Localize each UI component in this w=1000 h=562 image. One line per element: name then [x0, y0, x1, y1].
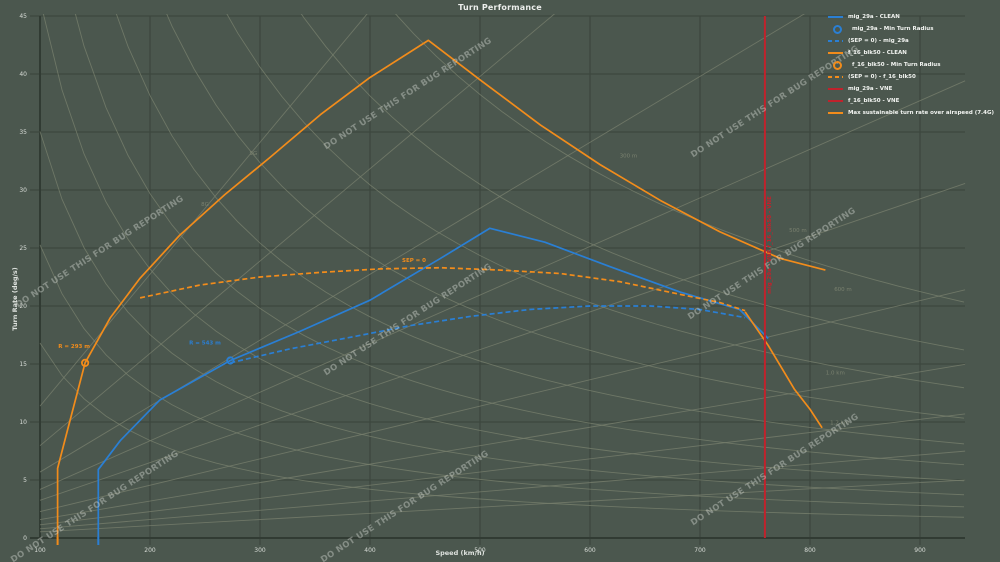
- iso-g-curve: [39, 342, 965, 518]
- x-axis-label: Speed (km/h): [435, 549, 485, 557]
- iso-radius-line: [39, 479, 966, 533]
- vne-label: mig_29a - VNE f_16_blk50 - VNE: [767, 196, 773, 294]
- x-tick-label: 300: [254, 547, 266, 554]
- legend-line-marker: [827, 16, 843, 18]
- x-tick-label: 700: [694, 547, 706, 554]
- legend-item-label: f_16_blk50 - Min Turn Radius: [851, 62, 941, 68]
- legend-item: f_16_blk50 - Min Turn Radius: [828, 60, 941, 70]
- series-solid-orange: [744, 311, 823, 429]
- iso-radius-line: [39, 80, 966, 490]
- x-tick-label: 600: [584, 547, 596, 554]
- iso-g-curve: [42, 14, 965, 482]
- legend-item: f_16_blk50 - CLEAN: [827, 49, 907, 57]
- legend-item-label: mig_29a - Min Turn Radius: [851, 26, 934, 32]
- series-solid-orange: [56, 39, 826, 538]
- legend-item-label: (SEP = 0) - f_16_blk50: [847, 74, 916, 80]
- series-dashed-orange: [139, 266, 746, 312]
- iso-g-curve: [39, 244, 965, 508]
- legend-item-label: Max sustainable turn rate over airspeed …: [847, 110, 994, 116]
- legend-item-label: f_16_blk50 - CLEAN: [847, 50, 907, 56]
- iso-radius-line: [39, 183, 966, 501]
- iso-radius-line: [39, 14, 556, 447]
- iso-g-curve: [300, 14, 965, 351]
- iso-g-curve: [226, 14, 965, 389]
- legend-item: mig_29a - Min Turn Radius: [828, 24, 934, 34]
- iso-radius-line: [39, 363, 966, 520]
- legend-line-marker: [827, 112, 843, 114]
- x-tick-label: 400: [364, 547, 376, 554]
- iso-radius-line: [39, 450, 966, 530]
- series-dashed-blue: [230, 305, 746, 364]
- y-tick-label: 45: [19, 13, 27, 20]
- legend-item: (SEP = 0) - mig_29a: [827, 37, 909, 45]
- iso-radius-line: [39, 289, 966, 513]
- iso-radius-line: [39, 413, 966, 526]
- iso-curve-label: 300 m: [620, 154, 638, 160]
- legend: mig_29a - CLEAN mig_29a - Min Turn Radius…: [827, 13, 994, 117]
- sep-zero-label: SEP = 0: [402, 258, 426, 264]
- x-tick-label: 100: [34, 547, 46, 554]
- min-turn-radius-label: R = 293 m: [58, 344, 90, 350]
- iso-curve-label: 600 m: [834, 287, 852, 293]
- legend-circle-marker: [832, 24, 842, 34]
- series-solid-blue: [97, 227, 769, 538]
- y-tick-label: 30: [19, 187, 27, 194]
- chart-title: Turn Performance: [458, 3, 542, 12]
- y-tick-label: 20: [19, 303, 27, 310]
- iso-curve-label: 8G: [201, 202, 209, 208]
- min-turn-radius-marker: [226, 356, 235, 365]
- y-tick-label: 35: [19, 129, 27, 136]
- legend-line-marker: [827, 52, 843, 54]
- iso-curve-label: 1.0 km: [826, 370, 845, 376]
- iso-g-curve: [115, 14, 965, 445]
- legend-item: mig_29a - CLEAN: [827, 13, 900, 21]
- legend-item-label: f_16_blk50 - VNE: [847, 98, 900, 104]
- legend-item-label: mig_29a - VNE: [847, 86, 893, 92]
- iso-g-curve: [395, 14, 965, 303]
- legend-item-label: mig_29a - CLEAN: [847, 14, 900, 20]
- iso-g-curve: [74, 14, 965, 466]
- legend-item: Max sustainable turn rate over airspeed …: [827, 109, 994, 117]
- legend-line-marker: [827, 100, 843, 102]
- y-tick-label: 0: [23, 535, 27, 542]
- y-tick-label: 15: [19, 361, 27, 368]
- legend-item: (SEP = 0) - f_16_blk50: [827, 73, 916, 81]
- iso-curve-label: 1.2 km: [830, 420, 849, 426]
- iso-curve-label: 500 m: [789, 228, 807, 234]
- iso-radius-line: [39, 14, 805, 473]
- x-tick-label: 800: [804, 547, 816, 554]
- min-turn-radius-label: R = 543 m: [189, 340, 221, 346]
- legend-item-label: (SEP = 0) - mig_29a: [847, 38, 909, 44]
- x-tick-label: 500: [474, 547, 486, 554]
- iso-g-curve: [39, 131, 965, 496]
- x-tick-label: 200: [144, 547, 156, 554]
- legend-item: mig_29a - VNE: [827, 85, 893, 93]
- legend-line-marker: [827, 88, 843, 90]
- legend-circle-marker: [832, 60, 842, 70]
- legend-dashed-line-marker: [827, 40, 843, 42]
- iso-radius-line: [39, 14, 368, 407]
- min-turn-radius-marker: [81, 358, 90, 367]
- y-axis-label: Turn Rate (deg/s): [11, 267, 19, 331]
- legend-dashed-line-marker: [827, 76, 843, 78]
- legend-item: f_16_blk50 - VNE: [827, 97, 900, 105]
- x-tick-label: 900: [914, 547, 926, 554]
- y-tick-label: 5: [23, 477, 27, 484]
- y-tick-label: 40: [19, 71, 27, 78]
- iso-g-curve: [166, 14, 965, 419]
- iso-curve-label: 9G: [250, 151, 258, 157]
- y-tick-label: 10: [19, 419, 27, 426]
- y-tick-label: 25: [19, 245, 27, 252]
